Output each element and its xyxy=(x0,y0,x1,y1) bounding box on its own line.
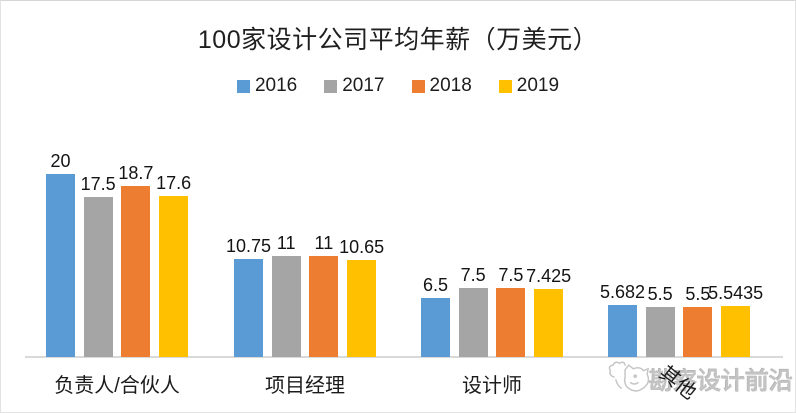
legend-swatch-icon xyxy=(324,79,338,93)
legend-label: 2016 xyxy=(254,75,298,96)
bar-2016-3 xyxy=(608,305,637,357)
bar-2019-3 xyxy=(721,306,751,357)
legend-item-2017: 2017 xyxy=(324,75,385,97)
bar-value-label: 18.7 xyxy=(118,163,154,183)
bar-2017-3 xyxy=(645,307,675,357)
bar-2019-0 xyxy=(159,196,189,357)
category-label-2: 设计师 xyxy=(462,375,523,397)
bar-2018-3 xyxy=(683,307,713,357)
legend-swatch-icon xyxy=(411,79,425,93)
bar-2019-1 xyxy=(347,260,377,357)
legend-label: 2018 xyxy=(429,75,472,96)
bar-value-label: 5.5435 xyxy=(708,283,764,303)
bar-2018-0 xyxy=(121,186,151,357)
legend-item-2016: 2016 xyxy=(236,75,298,97)
bar-value-label: 7.5 xyxy=(498,265,524,285)
legend-label: 2019 xyxy=(516,75,560,96)
bar-value-label: 20 xyxy=(50,151,71,171)
bar-value-label: 10.75 xyxy=(225,236,272,256)
bar-value-label: 5.5 xyxy=(647,284,673,304)
x-axis-line xyxy=(25,356,783,358)
bar-2017-2 xyxy=(458,288,488,357)
bar-value-label: 17.5 xyxy=(80,174,116,194)
bar-2019-2 xyxy=(534,289,564,357)
legend-label: 2017 xyxy=(342,75,385,96)
watermark-text: 勘察设计前沿 xyxy=(649,367,793,395)
bar-value-label: 11 xyxy=(314,233,334,253)
chart-legend: 2016 2017 2018 2019 xyxy=(1,75,795,97)
bar-2016-2 xyxy=(421,298,450,357)
category-label-0: 负责人/合伙人 xyxy=(54,375,180,397)
legend-swatch-icon xyxy=(498,79,512,93)
bar-2018-2 xyxy=(496,288,526,357)
bar-value-label: 17.6 xyxy=(156,173,192,193)
bar-value-label: 5.682 xyxy=(599,282,646,302)
bar-2017-1 xyxy=(271,256,301,357)
bar-2016-0 xyxy=(46,174,75,357)
bar-value-label: 11 xyxy=(276,233,296,253)
legend-swatch-icon xyxy=(236,79,250,93)
legend-item-2019: 2019 xyxy=(498,75,560,97)
bar-2018-1 xyxy=(309,256,339,357)
bar-value-label: 7.5 xyxy=(460,265,486,285)
legend-item-2018: 2018 xyxy=(411,75,472,97)
bar-2017-0 xyxy=(83,197,113,357)
chart-title: 100家设计公司平均年薪（万美元） xyxy=(197,26,599,54)
bar-value-label: 6.5 xyxy=(422,275,449,295)
cat-doodle-logo-icon xyxy=(608,361,649,392)
bar-value-label: 7.425 xyxy=(526,266,572,286)
bar-value-label: 5.5 xyxy=(685,284,711,304)
watermark: 勘察设计前沿 xyxy=(603,355,793,401)
bar-value-label: 10.65 xyxy=(339,237,385,257)
category-label-1: 项目经理 xyxy=(265,375,346,397)
bar-2016-1 xyxy=(234,259,263,357)
